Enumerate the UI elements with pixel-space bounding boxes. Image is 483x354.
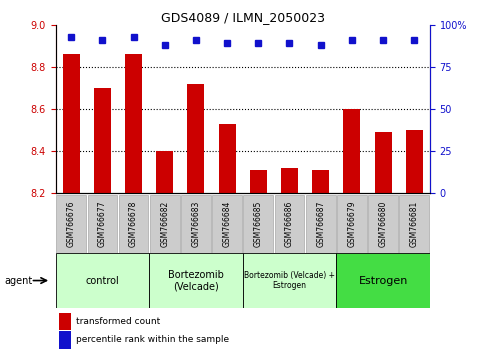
Bar: [343, 109, 360, 193]
Text: GSM766679: GSM766679: [347, 201, 356, 247]
Text: GSM766678: GSM766678: [129, 201, 138, 247]
Bar: [87, 195, 117, 253]
Text: GSM766680: GSM766680: [379, 201, 387, 247]
Bar: [312, 170, 329, 193]
Bar: [181, 195, 211, 253]
Text: Bortezomib
(Velcade): Bortezomib (Velcade): [168, 270, 224, 291]
Bar: [250, 170, 267, 193]
Text: Bortezomib (Velcade) +
Estrogen: Bortezomib (Velcade) + Estrogen: [244, 271, 335, 290]
Bar: [187, 84, 204, 193]
Bar: [59, 313, 71, 330]
Bar: [94, 88, 111, 193]
Bar: [125, 54, 142, 193]
Text: percentile rank within the sample: percentile rank within the sample: [76, 335, 229, 344]
Text: GSM766677: GSM766677: [98, 201, 107, 247]
Bar: [243, 195, 273, 253]
Bar: [242, 253, 336, 308]
Bar: [150, 195, 180, 253]
Text: GSM766685: GSM766685: [254, 201, 263, 247]
Bar: [336, 253, 430, 308]
Bar: [119, 195, 148, 253]
Text: GSM766684: GSM766684: [223, 201, 232, 247]
Bar: [275, 195, 304, 253]
Bar: [59, 331, 71, 348]
Text: control: control: [85, 275, 119, 286]
Bar: [156, 151, 173, 193]
Bar: [218, 124, 236, 193]
Bar: [149, 253, 242, 308]
Text: GSM766686: GSM766686: [285, 201, 294, 247]
Bar: [281, 168, 298, 193]
Text: Estrogen: Estrogen: [358, 275, 408, 286]
Bar: [374, 132, 392, 193]
Text: GDS4089 / ILMN_2050023: GDS4089 / ILMN_2050023: [161, 11, 325, 24]
Bar: [213, 195, 242, 253]
Text: agent: agent: [5, 275, 33, 286]
Text: transformed count: transformed count: [76, 317, 160, 326]
Bar: [399, 195, 429, 253]
Text: GSM766682: GSM766682: [160, 201, 169, 247]
Bar: [56, 253, 149, 308]
Bar: [337, 195, 367, 253]
Text: GSM766681: GSM766681: [410, 201, 419, 247]
Bar: [406, 130, 423, 193]
Bar: [306, 195, 336, 253]
Bar: [63, 54, 80, 193]
Text: GSM766687: GSM766687: [316, 201, 325, 247]
Bar: [368, 195, 398, 253]
Text: GSM766683: GSM766683: [191, 201, 200, 247]
Bar: [57, 195, 86, 253]
Text: GSM766676: GSM766676: [67, 201, 76, 247]
